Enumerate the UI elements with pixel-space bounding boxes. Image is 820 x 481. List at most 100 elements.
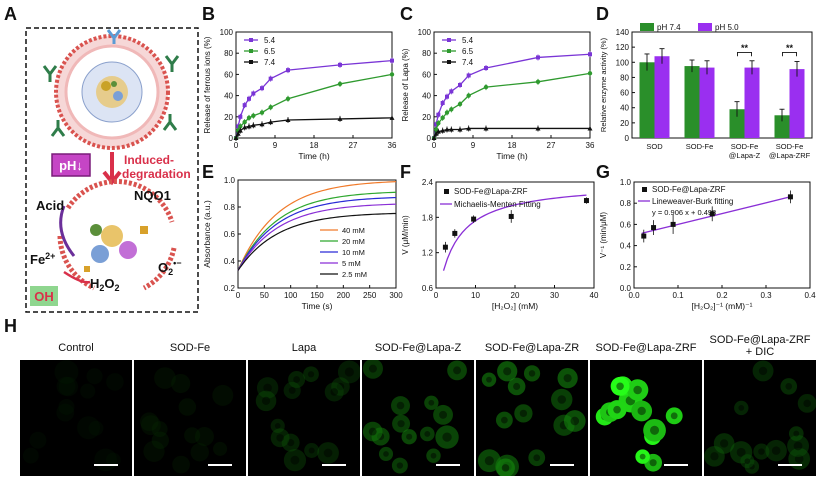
cell-nucleus [261,396,271,405]
y-tick-label: 40 [620,104,629,113]
data-point [242,103,247,108]
y-tick-label: 0.6 [422,284,434,293]
cell-body [392,414,411,433]
plot-frame [235,31,393,139]
bar-pH 7.4 [774,115,790,138]
series-line-40mM [237,181,397,271]
cell-nucleus [528,370,536,377]
series-line-20mM [237,191,397,271]
data-point [449,107,454,112]
data-point [237,128,243,133]
cell-nucleus [501,464,510,472]
data-point [448,127,454,132]
cell-nucleus [484,456,494,466]
series-line-5mM [237,203,397,271]
data-point [250,122,256,128]
data-point [787,194,793,200]
y-tick-label: 60 [224,70,233,79]
cell-body [665,407,683,425]
cell-body [256,377,279,399]
cell-body [288,370,306,388]
data-point [247,96,251,101]
cell-nucleus [344,367,354,377]
y-tick-label: 60 [620,89,629,98]
cell-body [22,447,39,464]
cell-body [378,446,394,462]
panel-label-c: C [400,4,413,24]
y-tick-label: 0.2 [224,284,236,293]
data-point [259,121,265,127]
cell-image [255,360,360,472]
cell-nucleus [519,409,528,418]
cell-body [281,433,300,452]
induced-label: Induced- [124,153,174,167]
x-tick-label: 0.3 [760,291,772,300]
data-point [458,83,462,87]
cell-body [433,404,453,425]
x-tick-label: 36 [586,141,595,150]
cell-body [56,403,75,422]
data-point [390,58,394,63]
y-tick-label: 1.8 [422,213,434,222]
cell-body [610,376,630,396]
fe-ion-label: Fe2+ [30,251,55,267]
x-axis-label: Time (h) [496,151,527,161]
legend-label: 2.5 mM [342,270,367,279]
y-tick-label: 0.2 [620,263,632,272]
title-control: Control [58,342,94,354]
cell-body [270,418,285,433]
degradation-arrow-icon [102,152,122,186]
reaction-arrow-icon [63,270,91,284]
legend-label: 7.4 [264,58,276,67]
data-point [466,73,471,78]
panel-label-b: B [202,4,215,24]
data-point [536,55,540,60]
x-tick-label: 20 [511,291,520,300]
x-tick-label: 0 [234,141,239,150]
top-nanoparticle [54,34,170,150]
data-point [435,129,441,134]
legend-label: 7.4 [462,58,474,67]
y-tick-label: 100 [418,28,432,37]
cell-body [283,449,307,472]
y-axis-label: Absorbance (a.u.) [202,200,212,268]
cell-body [704,445,725,467]
cell-nucleus [710,452,719,461]
cell-nucleus [274,423,281,429]
data-point [449,89,454,94]
cell-body [270,428,290,448]
title-lapa-zrf-dic-line1: SOD-Fe@Lapa-ZRF [709,334,811,346]
cell-body [391,457,408,474]
legend-label: 5 mM [342,259,361,268]
cell-body [317,442,339,464]
cell-nucleus [406,433,413,440]
y-tick-label: 80 [620,73,629,82]
y-axis-label: Release of Lapa (%) [401,48,410,121]
fluorescence-control [20,360,132,476]
panel-label-a: A [4,4,17,24]
nqo1-label: NQO1 [134,188,171,203]
data-point [444,110,450,115]
cell-nucleus [649,425,660,435]
cell-nucleus [513,382,521,390]
cell-body [635,449,650,464]
legend-label: 5.4 [462,36,474,45]
cell-nucleus [486,376,492,383]
x-tick-label: 300 [389,291,403,300]
y-tick-label: 80 [422,49,431,58]
data-point [440,128,446,133]
series-line-6.5 [235,73,393,139]
cell-nucleus [803,399,811,408]
scale-bar [322,464,346,466]
y-tick-label: 0.4 [620,242,632,251]
cell-body [477,449,501,473]
cell-nucleus [503,367,512,376]
data-point [508,213,514,219]
cell-body [331,377,350,396]
cell-body [713,433,735,454]
y-tick-label: 0.8 [224,203,236,212]
cell-body [765,439,787,462]
significance-marker: ** [741,43,749,53]
data-point [246,115,252,121]
category-label: SOD-Fe [686,142,714,151]
